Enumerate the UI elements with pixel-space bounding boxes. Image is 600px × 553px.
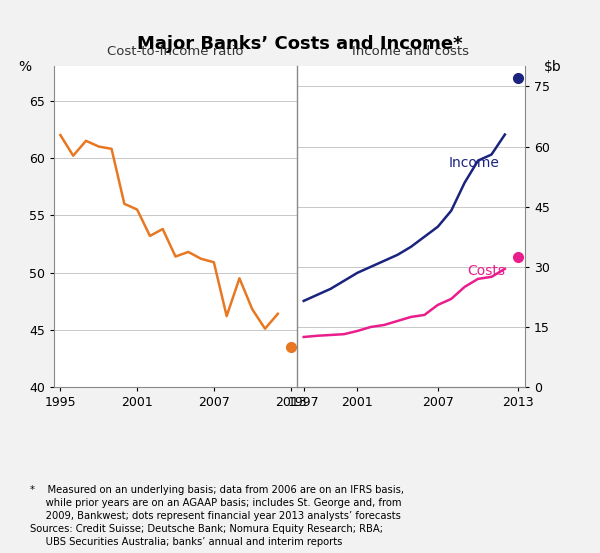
Text: Income: Income — [449, 155, 499, 170]
Y-axis label: $b: $b — [544, 60, 561, 74]
Text: Major Banks’ Costs and Income*: Major Banks’ Costs and Income* — [137, 34, 463, 53]
Y-axis label: %: % — [18, 60, 31, 74]
Text: *    Measured on an underlying basis; data from 2006 are on an IFRS basis,
     : * Measured on an underlying basis; data … — [30, 484, 404, 547]
Text: Income and costs: Income and costs — [353, 45, 470, 59]
Text: Cost-to-income ratio: Cost-to-income ratio — [107, 45, 244, 59]
Text: Costs: Costs — [467, 264, 505, 278]
